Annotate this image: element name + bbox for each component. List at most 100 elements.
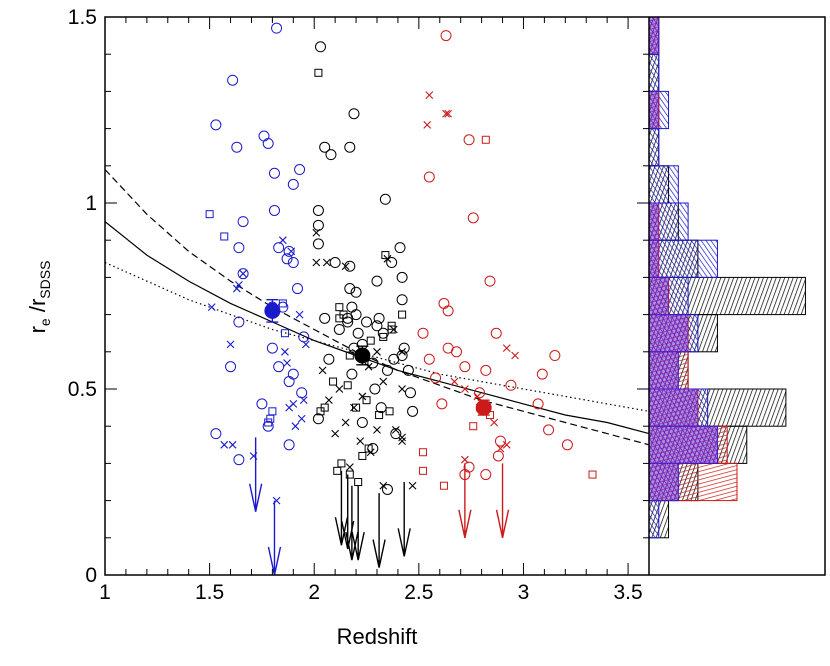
x-tick-label: 3	[518, 581, 530, 604]
high-z-cross-point	[442, 109, 450, 118]
high-z-circle-point	[423, 171, 435, 183]
solid-fit-curve	[104, 221, 650, 435]
high-z-square-point	[419, 448, 428, 457]
mid-z-square-point	[329, 377, 338, 386]
mid-z-circle-point	[348, 342, 360, 354]
mid-z-circle-point	[386, 257, 398, 269]
mid-z-cross-point	[345, 463, 354, 472]
y-tick-label: 0	[85, 564, 97, 587]
low-z-circle-point	[266, 342, 278, 354]
mid-z-cross-point	[366, 448, 375, 457]
outer-frame	[104, 16, 826, 576]
histogram-panel	[648, 16, 806, 539]
mid-z-upper-limit-arrow	[372, 493, 386, 568]
axes: 1 1.5 2 2.5 3 3.5 0 0.5 1 1.5	[68, 6, 826, 604]
mid-z-circle-point	[367, 443, 379, 455]
mid-z-circle-point	[390, 428, 402, 440]
low-z-square-point	[280, 329, 289, 338]
low-z-circle-point	[283, 245, 295, 257]
low-z-cross-point	[207, 303, 216, 312]
y-axis-title-main: r	[25, 326, 50, 333]
y-axis-title-mid: /r	[25, 299, 50, 319]
high-z-circle-point	[532, 398, 544, 410]
hist-overlap-bar	[649, 277, 669, 315]
low-z-circle-point	[291, 283, 303, 295]
mid-z-circle-point	[344, 283, 356, 295]
low-z-cross-point	[299, 396, 308, 405]
low-z-cross-point	[278, 236, 287, 245]
mid-z-upper-limit-arrow	[397, 482, 411, 557]
mid-z-circle-point	[373, 312, 385, 324]
high-z-cross-point	[450, 377, 459, 386]
high-z-circle-point	[561, 439, 573, 451]
mid-z-cross-point	[379, 377, 388, 386]
mid-z-square-point	[398, 310, 407, 319]
mid-z-circle-point	[333, 323, 345, 335]
low-z-circle-point	[283, 439, 295, 451]
mid-z-circle-point	[356, 416, 368, 428]
high-z-cross-point	[425, 91, 434, 100]
high-z-circle-point	[436, 398, 448, 410]
high-z-cross-point	[490, 418, 499, 427]
low-z-circle-point	[262, 420, 274, 432]
y-tick-label: 1.5	[68, 6, 97, 29]
high-z-circle-point	[480, 469, 492, 481]
mid-z-circle-point	[325, 149, 337, 161]
mid-z-mean-point	[354, 347, 371, 364]
x-axis-title: Redshift	[337, 624, 418, 649]
high-z-circle-point	[480, 364, 492, 376]
mid-z-cross-point	[324, 396, 333, 405]
mid-z-circle-point	[367, 357, 379, 369]
mid-z-square-point	[345, 351, 354, 360]
x-tick-label: 2.5	[404, 581, 433, 604]
low-z-square-point	[205, 210, 214, 219]
mid-z-cross-point	[383, 254, 392, 263]
mid-z-circle-point	[350, 286, 362, 298]
low-z-circle-point	[268, 167, 280, 179]
dotted-fit-curve	[104, 261, 650, 412]
mid-z-circle-point	[319, 141, 331, 153]
low-z-circle-point	[287, 178, 299, 190]
high-z-square-point	[419, 466, 428, 475]
low-z-cross-point	[226, 340, 235, 349]
high-z-circle-point	[463, 134, 475, 146]
y-axis-title-sub1: e	[37, 318, 53, 326]
high-z-cross-point	[460, 455, 469, 464]
low-z-circle-point	[233, 316, 245, 328]
high-z-upper-limit-arrow	[495, 463, 510, 538]
mid-z-circle-point	[319, 312, 331, 324]
mid-z-square-point	[320, 403, 329, 412]
mid-z-circle-point	[381, 483, 393, 495]
low-z-cross-point	[281, 347, 289, 356]
low-z-circle-point	[233, 454, 245, 466]
mid-z-circle-point	[371, 320, 383, 332]
mid-z-upper-limit-arrow	[334, 470, 349, 546]
hist-blue-bar	[648, 239, 718, 278]
y-axis-title: re /rSDSS	[25, 261, 53, 334]
mid-z-circle-point	[404, 387, 416, 399]
mid-z-square-point	[352, 403, 361, 412]
mid-z-cross-point	[341, 262, 350, 271]
low-z-circle-point	[262, 137, 274, 149]
low-z-cross-point	[297, 414, 306, 423]
mid-z-cross-point	[358, 392, 367, 401]
x-tick-label: 3.5	[613, 581, 642, 604]
mid-z-cross-point	[389, 325, 398, 334]
low-z-circle-point	[281, 253, 293, 265]
low-z-cross-point	[291, 422, 300, 431]
low-z-circle-point	[237, 268, 249, 280]
mid-z-cross-point	[318, 366, 327, 375]
high-z-square-point	[439, 481, 448, 490]
low-z-square-point	[268, 407, 277, 416]
high-z-cross-point	[496, 444, 505, 453]
high-z-circle-point	[490, 327, 502, 339]
hist-overlap-bar	[649, 240, 659, 278]
high-z-cross-point	[473, 392, 482, 401]
low-z-circle-point	[287, 368, 299, 380]
high-z-circle-point	[442, 305, 454, 317]
hist-overlap-bar	[649, 426, 718, 464]
low-z-square-point	[264, 418, 273, 427]
low-z-circle-point	[273, 361, 285, 373]
y-tick-label: 0.5	[68, 378, 97, 401]
